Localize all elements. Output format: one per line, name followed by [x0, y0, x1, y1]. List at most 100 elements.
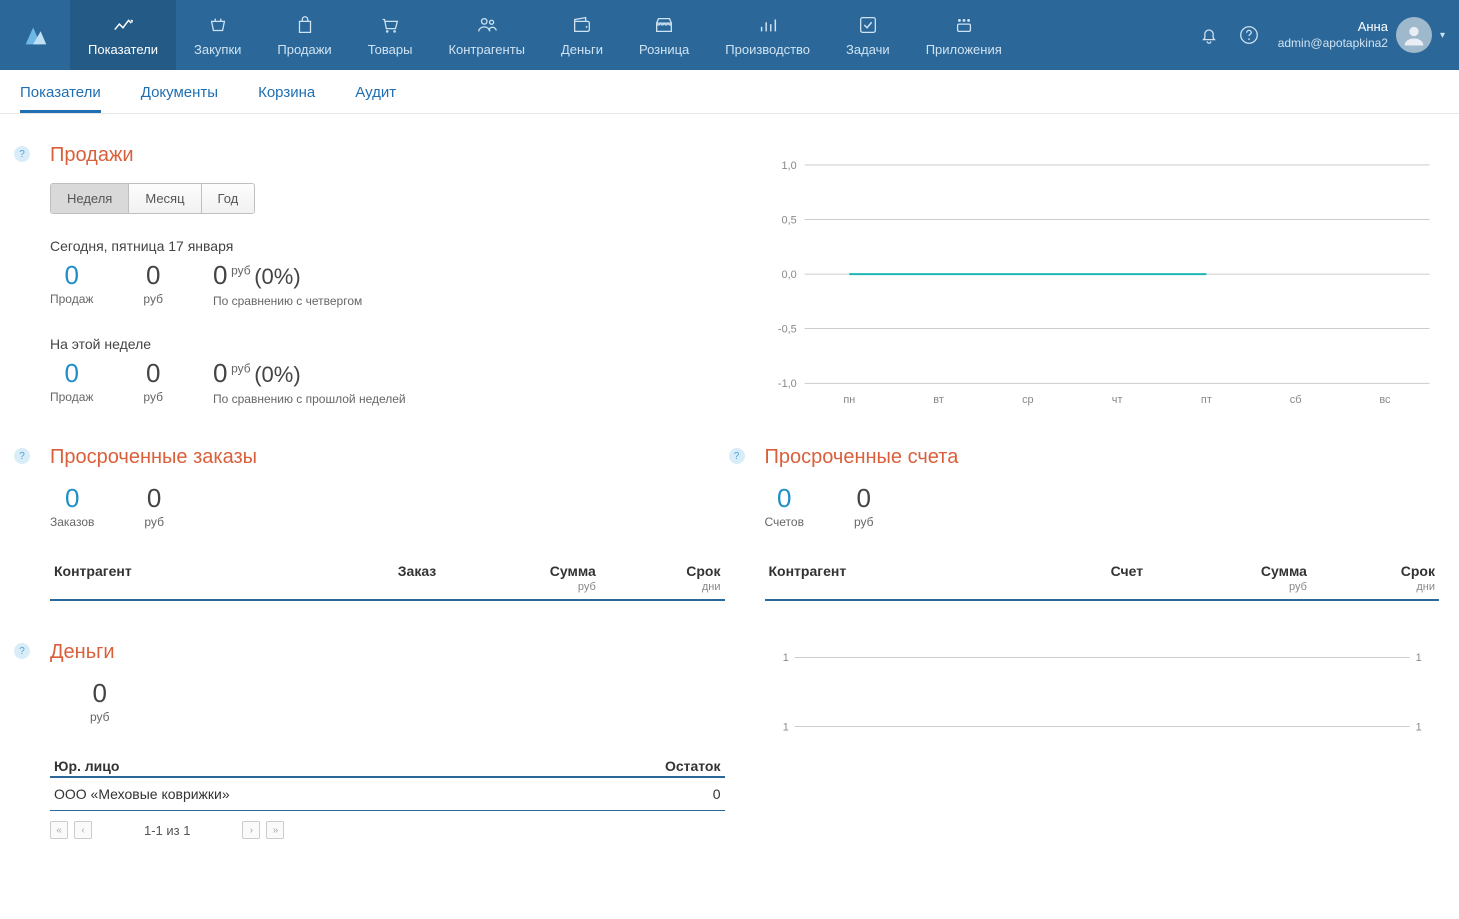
table-row[interactable]: ООО «Меховые коврижки»0 [50, 777, 725, 811]
col-counterparty[interactable]: Контрагент [765, 557, 1025, 581]
week-compare-label: По сравнению с прошлой неделей [213, 392, 406, 406]
col-sum[interactable]: Сумма [440, 557, 600, 581]
purchases-icon [207, 14, 229, 36]
svg-text:вт: вт [933, 394, 944, 406]
nav-tasks[interactable]: Задачи [828, 0, 908, 70]
avatar-icon [1400, 21, 1428, 49]
col-order[interactable]: Заказ [303, 557, 440, 581]
orders-count: 0 [50, 485, 94, 511]
user-email: admin@apotapkina2 [1278, 36, 1388, 52]
svg-text:чт: чт [1111, 394, 1122, 406]
nav-indicators[interactable]: Показатели [70, 0, 176, 70]
nav-label: Закупки [194, 42, 241, 57]
nav-counterparties[interactable]: Контрагенты [430, 0, 543, 70]
money-title: Деньги [50, 641, 725, 664]
nav-apps[interactable]: Приложения [908, 0, 1020, 70]
content: ? Продажи Неделя Месяц Год Сегодня, пятн… [0, 114, 1459, 919]
money-amount-label: руб [90, 710, 110, 724]
nav-production[interactable]: Производство [707, 0, 828, 70]
money-table: Юр. лицо Остаток ООО «Меховые коврижки»0 [50, 752, 725, 811]
notifications-button[interactable] [1198, 24, 1220, 46]
nav-items: Показатели Закупки Продажи Товары Контра… [70, 0, 1020, 70]
money-amount: 0 [90, 680, 110, 706]
col-sum-sub: руб [440, 581, 600, 600]
help-badge[interactable]: ? [729, 448, 745, 464]
chevron-down-icon: ▾ [1440, 30, 1445, 41]
nav-label: Продажи [277, 42, 331, 57]
bell-icon [1198, 24, 1220, 46]
svg-text:1: 1 [782, 652, 788, 664]
user-menu[interactable]: Анна admin@apotapkina2 ▾ [1278, 17, 1445, 53]
nav-goods[interactable]: Товары [350, 0, 431, 70]
col-sum[interactable]: Сумма [1147, 557, 1311, 581]
nav-retail[interactable]: Розница [621, 0, 707, 70]
overdue-orders-title: Просроченные заказы [50, 446, 725, 469]
nav-label: Задачи [846, 42, 890, 57]
svg-text:0,0: 0,0 [781, 269, 796, 281]
help-button[interactable] [1238, 24, 1260, 46]
chart-line-icon [112, 14, 134, 36]
today-compare-pct: (0%) [254, 264, 300, 289]
pager-next[interactable]: › [242, 821, 260, 839]
subnav-trash[interactable]: Корзина [258, 84, 315, 113]
nav-label: Показатели [88, 42, 158, 57]
app-logo[interactable] [0, 0, 70, 70]
subnav-indicators[interactable]: Показатели [20, 84, 101, 113]
pager-last[interactable]: » [266, 821, 284, 839]
week-compare-value: 0 [213, 358, 227, 388]
today-count: 0 [50, 262, 93, 288]
bars-icon [757, 14, 779, 36]
help-badge[interactable]: ? [14, 146, 30, 162]
svg-text:вс: вс [1379, 394, 1391, 406]
col-entity[interactable]: Юр. лицо [50, 752, 551, 777]
cart-icon [379, 14, 401, 36]
overdue-invoices-stats: 0 Счетов 0 руб [765, 485, 1440, 529]
invoices-amount-label: руб [854, 515, 874, 529]
week-amount-label: руб [143, 390, 163, 404]
col-due[interactable]: Срок [600, 557, 725, 581]
pager-prev[interactable]: ‹ [74, 821, 92, 839]
wallet-icon [571, 14, 593, 36]
nav-label: Приложения [926, 42, 1002, 57]
col-invoice[interactable]: Счет [1024, 557, 1147, 581]
pager-first[interactable]: « [50, 821, 68, 839]
seg-month[interactable]: Месяц [129, 184, 201, 213]
svg-text:1: 1 [1415, 652, 1421, 664]
overdue-orders-section: ? Просроченные заказы 0 Заказов 0 руб [50, 446, 725, 601]
nav-sales[interactable]: Продажи [259, 0, 349, 70]
today-caption: Сегодня, пятница 17 января [50, 238, 725, 254]
col-sum-sub: руб [1147, 581, 1311, 600]
svg-text:1: 1 [1415, 722, 1421, 734]
subnav-audit[interactable]: Аудит [355, 84, 396, 113]
seg-year[interactable]: Год [202, 184, 255, 213]
help-badge[interactable]: ? [14, 448, 30, 464]
today-compare-label: По сравнению с четвергом [213, 294, 362, 308]
logo-icon [20, 20, 50, 50]
help-badge[interactable]: ? [14, 643, 30, 659]
col-counterparty[interactable]: Контрагент [50, 557, 303, 581]
store-icon [653, 14, 675, 36]
period-segments: Неделя Месяц Год [50, 183, 255, 214]
overdue-orders-stats: 0 Заказов 0 руб [50, 485, 725, 529]
money-stats: 0 руб [50, 680, 725, 724]
nav-purchases[interactable]: Закупки [176, 0, 259, 70]
sales-section: ? Продажи Неделя Месяц Год Сегодня, пятн… [50, 144, 725, 406]
today-compare-value: 0 [213, 260, 227, 290]
overdue-invoices-title: Просроченные счета [765, 446, 1440, 469]
nav-money[interactable]: Деньги [543, 0, 621, 70]
top-nav: Показатели Закупки Продажи Товары Контра… [0, 0, 1459, 70]
svg-text:пн: пн [843, 394, 855, 406]
subnav-documents[interactable]: Документы [141, 84, 218, 113]
svg-text:0,5: 0,5 [781, 214, 796, 226]
seg-week[interactable]: Неделя [51, 184, 129, 213]
svg-text:1: 1 [782, 722, 788, 734]
col-due[interactable]: Срок [1311, 557, 1439, 581]
invoices-count: 0 [765, 485, 804, 511]
col-balance[interactable]: Остаток [551, 752, 724, 777]
today-count-label: Продаж [50, 292, 93, 306]
svg-text:-1,0: -1,0 [777, 378, 796, 390]
nav-label: Контрагенты [448, 42, 525, 57]
nav-label: Деньги [561, 42, 603, 57]
week-compare-unit: руб [231, 361, 251, 375]
today-amount: 0 [143, 262, 163, 288]
